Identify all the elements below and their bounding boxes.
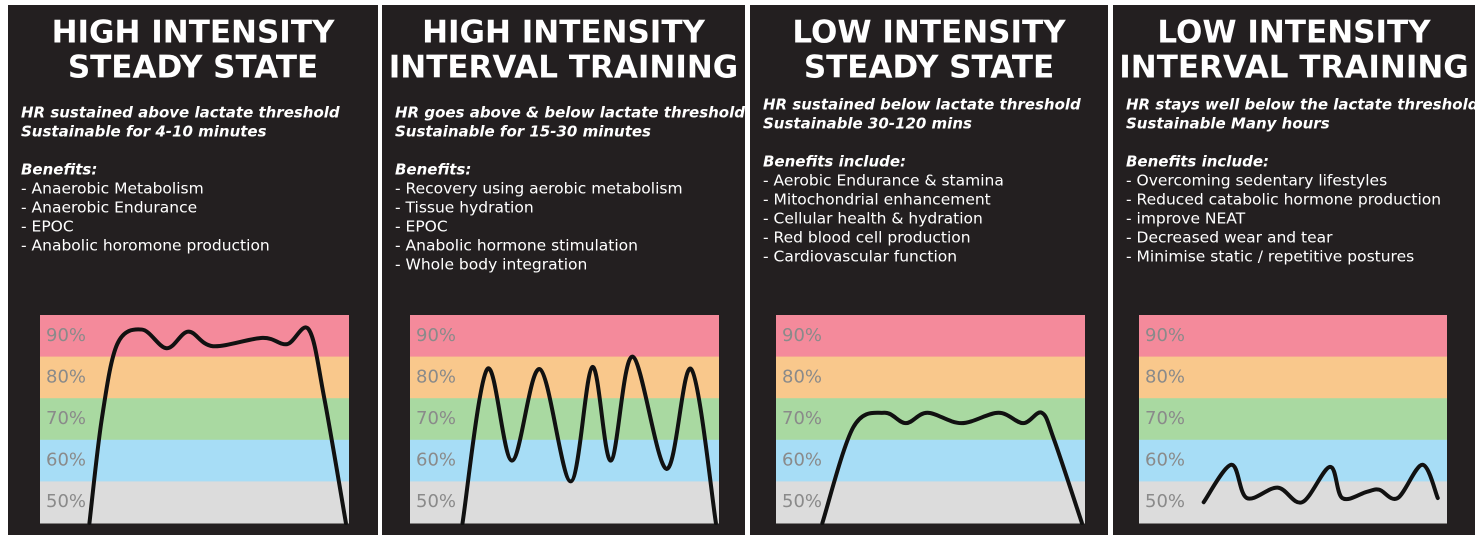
zone-band [40, 481, 349, 524]
description: HR stays well below the lactate threshol… [1126, 96, 1479, 114]
panel-title: STEADY STATE [68, 50, 318, 86]
zone-label: 70% [46, 408, 86, 429]
description: HR sustained above lactate threshold [21, 104, 340, 122]
heart-rate-curve [820, 410, 1084, 525]
benefit-item: - Reduced catabolic hormone production [1126, 191, 1441, 209]
zone-label: 70% [416, 408, 456, 429]
benefits-heading: Benefits include: [1126, 153, 1269, 171]
benefit-item: - Red blood cell production [763, 229, 971, 247]
zone-label: 60% [416, 450, 456, 471]
zone-label: 50% [782, 491, 822, 512]
description: HR sustained below lactate threshold [763, 96, 1081, 114]
benefit-item: - improve NEAT [1126, 210, 1246, 228]
zone-band [1139, 398, 1447, 441]
zone-label: 80% [46, 366, 86, 387]
benefit-item: - Mitochondrial enhancement [763, 191, 991, 209]
zone-band [776, 315, 1085, 358]
benefit-item: - EPOC [21, 218, 74, 236]
zone-label: 90% [1145, 325, 1185, 346]
benefit-item: - Cardiovascular function [763, 248, 957, 266]
benefit-item: - Whole body integration [395, 256, 587, 274]
description: Sustainable for 15-30 minutes [395, 123, 651, 141]
zone-label: 80% [782, 366, 822, 387]
panel-title: STEADY STATE [804, 50, 1054, 86]
benefits-heading: Benefits include: [763, 153, 906, 171]
description: Sustainable Many hours [1126, 115, 1330, 133]
zone-label: 70% [782, 408, 822, 429]
zone-label: 90% [782, 325, 822, 346]
heart-rate-curve [1201, 462, 1440, 505]
zone-band [776, 439, 1085, 482]
zone-band [40, 398, 349, 441]
benefit-item: - Cellular health & hydration [763, 210, 983, 228]
zone-band [1139, 439, 1447, 482]
benefits-heading: Benefits: [395, 161, 471, 179]
panel-title: INTERVAL TRAINING [1119, 50, 1469, 86]
zone-label: 60% [1145, 450, 1185, 471]
benefit-item: - Anaerobic Endurance [21, 199, 197, 217]
description: HR goes above & below lactate threshold [395, 104, 745, 122]
zone-band [776, 356, 1085, 399]
description: Sustainable for 4-10 minutes [21, 123, 267, 141]
benefit-item: - Aerobic Endurance & stamina [763, 172, 1004, 190]
zone-band [1139, 356, 1447, 399]
panel-title: INTERVAL TRAINING [389, 50, 739, 86]
zone-label: 60% [782, 450, 822, 471]
description: Sustainable 30-120 mins [763, 115, 972, 133]
panel-title: LOW INTENSITY [792, 15, 1066, 51]
panel-title: HIGH INTENSITY [52, 15, 335, 51]
zone-band [40, 439, 349, 482]
benefit-item: - Anaerobic Metabolism [21, 180, 204, 198]
zone-label: 50% [46, 491, 86, 512]
benefit-item: - Decreased wear and tear [1126, 229, 1333, 247]
panel-title: LOW INTENSITY [1157, 15, 1431, 51]
zone-band [410, 398, 719, 441]
zone-band [40, 356, 349, 399]
zone-label: 90% [416, 325, 456, 346]
zone-band [410, 356, 719, 399]
zone-label: 80% [1145, 366, 1185, 387]
zone-band [410, 481, 719, 524]
zone-label: 50% [416, 491, 456, 512]
benefit-item: - Tissue hydration [395, 199, 534, 217]
zone-band [1139, 315, 1447, 358]
zone-label: 50% [1145, 491, 1185, 512]
benefit-item: - Minimise static / repetitive postures [1126, 248, 1414, 266]
zone-label: 90% [46, 325, 86, 346]
benefit-item: - Overcoming sedentary lifestyles [1126, 172, 1387, 190]
benefit-item: - EPOC [395, 218, 448, 236]
zone-label: 70% [1145, 408, 1185, 429]
heart-rate-curve [87, 325, 348, 525]
zone-band [410, 315, 719, 358]
benefit-item: - Anabolic horomone production [21, 237, 270, 255]
panel-title: HIGH INTENSITY [422, 15, 705, 51]
zone-band [776, 398, 1085, 441]
zone-label: 80% [416, 366, 456, 387]
benefit-item: - Recovery using aerobic metabolism [395, 180, 683, 198]
zone-label: 60% [46, 450, 86, 471]
benefits-heading: Benefits: [21, 161, 97, 179]
zone-band [1139, 481, 1447, 524]
benefit-item: - Anabolic hormone stimulation [395, 237, 638, 255]
heart-rate-curve [460, 354, 718, 525]
